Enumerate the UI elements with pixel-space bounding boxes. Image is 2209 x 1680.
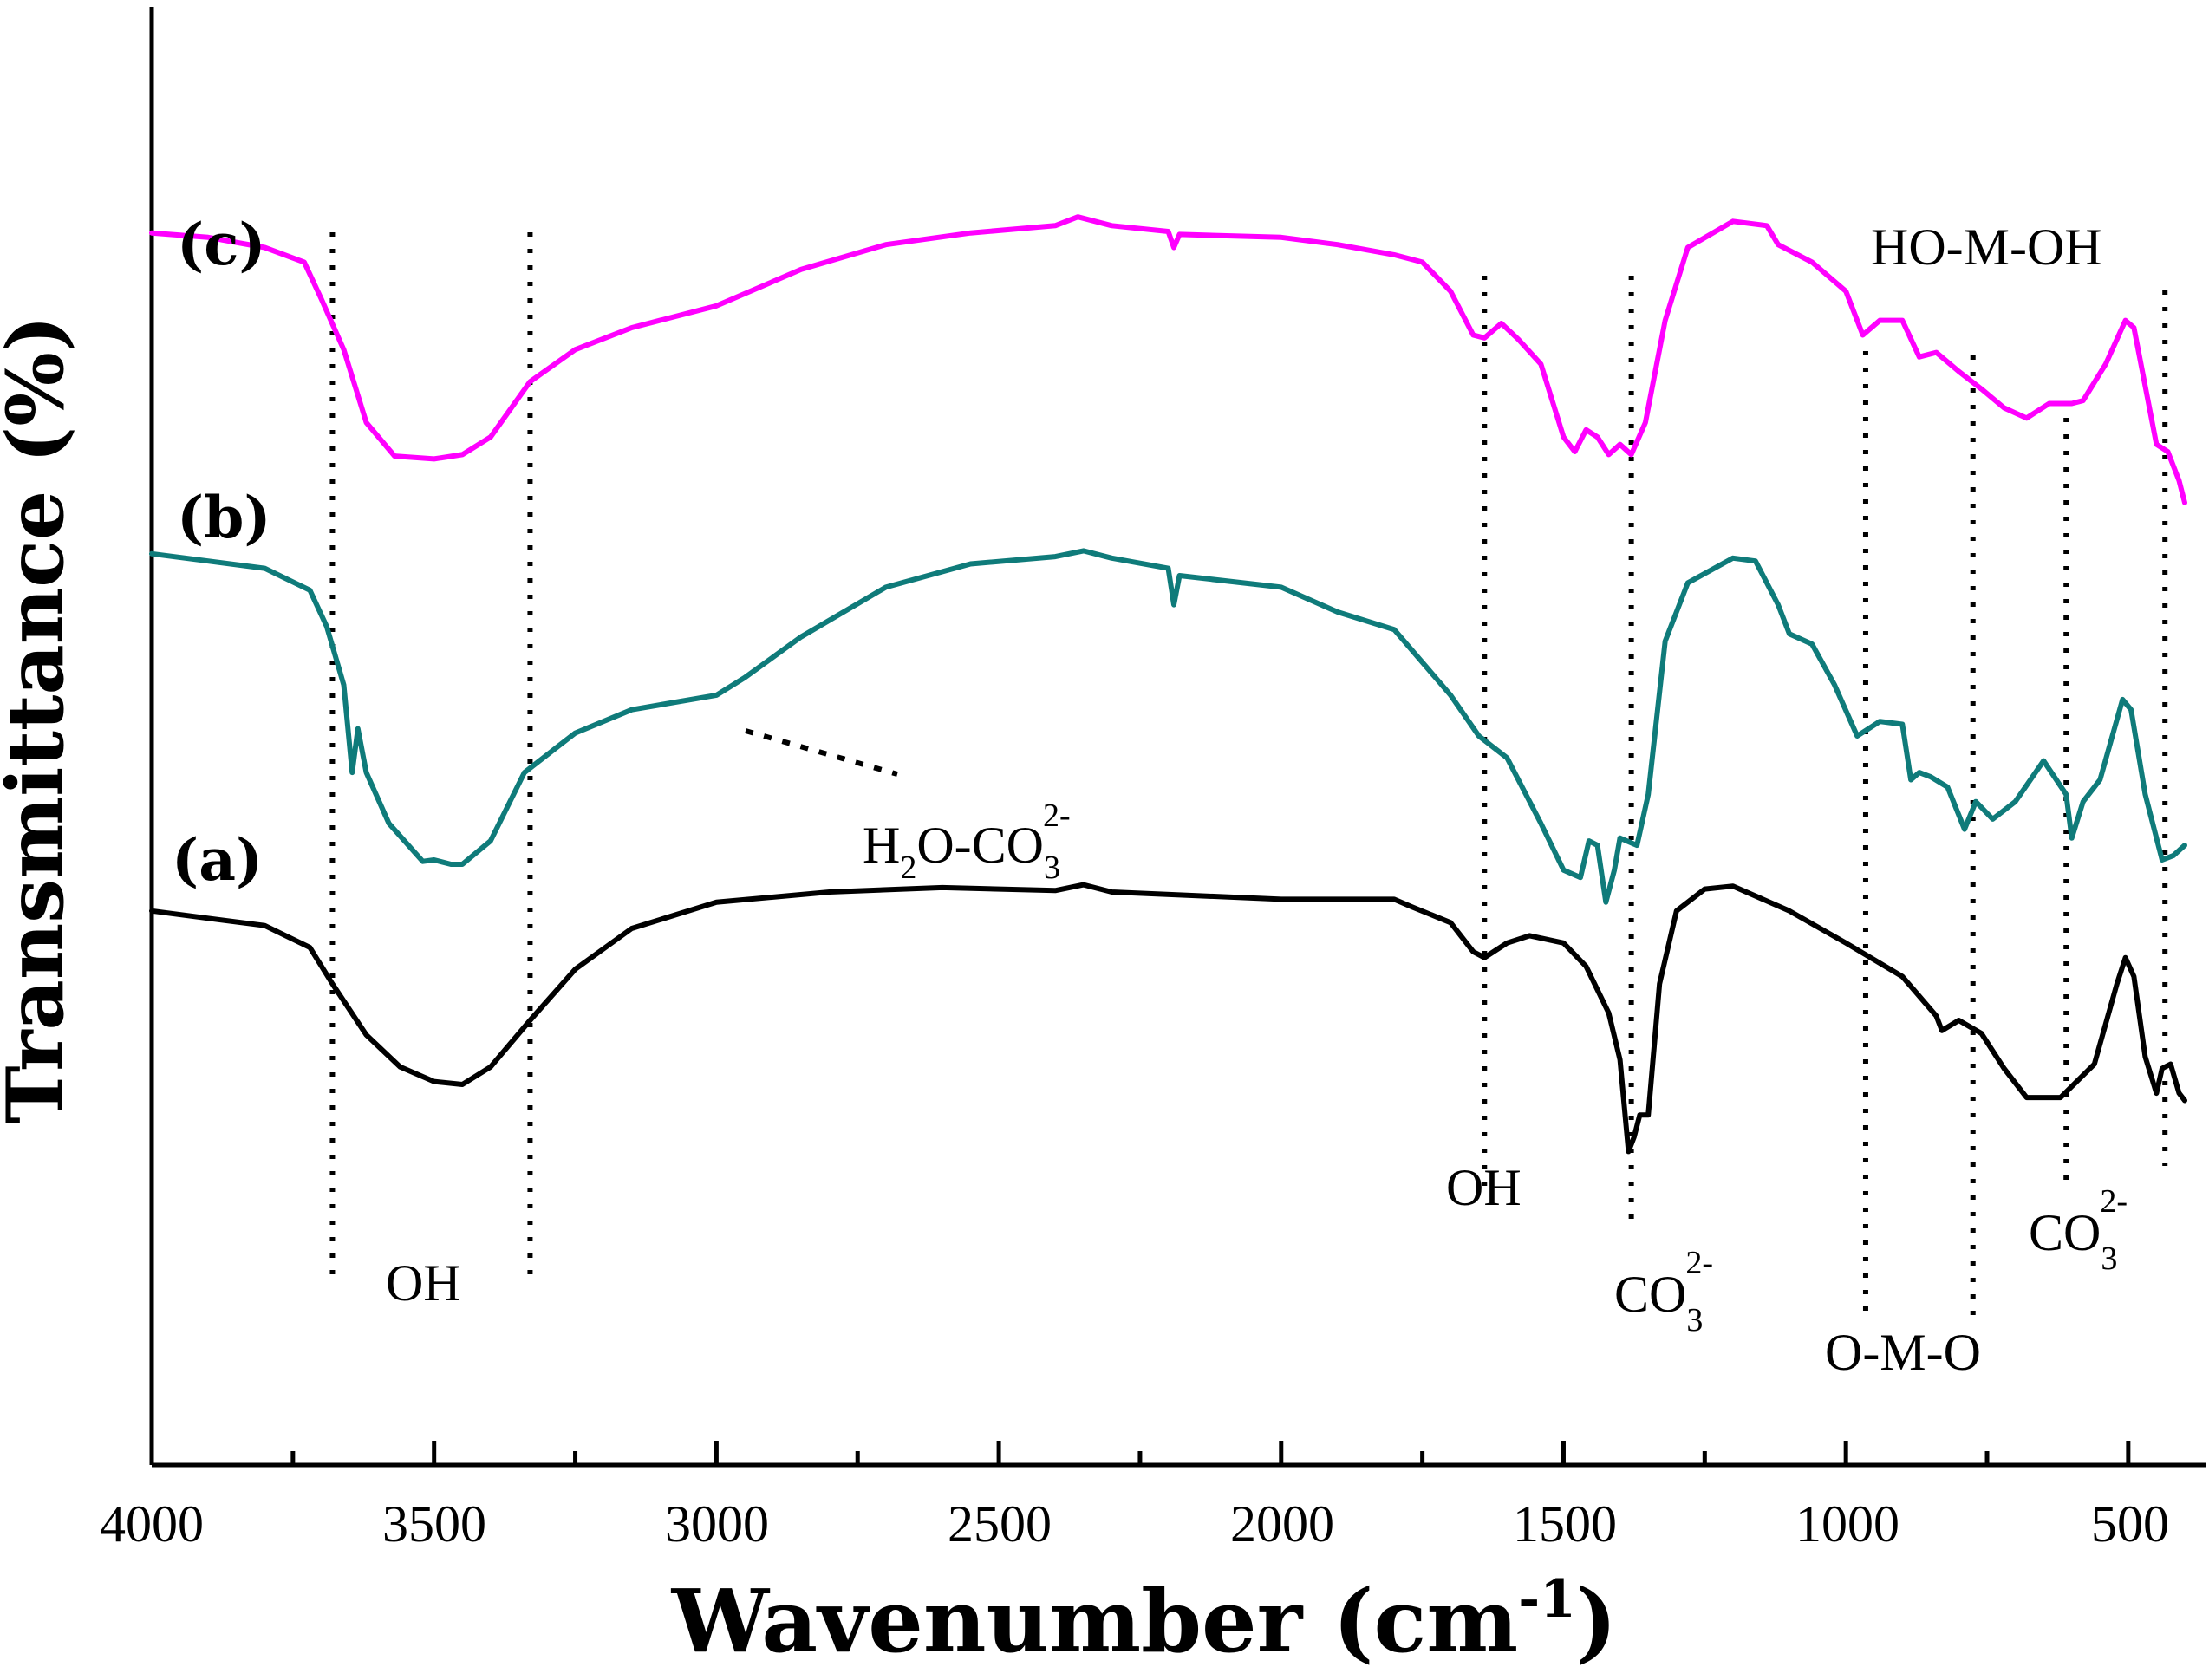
y-axis-title: Transmittance (%)	[0, 316, 81, 1124]
x-tick-label: 500	[2091, 1495, 2169, 1553]
annotation-h2o-carbonate: H2O-CO32-	[863, 798, 1071, 886]
band-marker-lines	[329, 232, 2168, 1322]
annotation-carbonate-610: CO32-	[2029, 1183, 2128, 1277]
x-tick-label: 3500	[382, 1495, 486, 1553]
h2o-carbonate-leader-line	[745, 728, 898, 777]
x-tick-label: 2000	[1230, 1495, 1334, 1553]
annotation-o-m-o: O-M-O	[1825, 1324, 1981, 1381]
series-line-b	[149, 548, 2187, 905]
series-label-a: (a)	[172, 826, 263, 894]
series-line-c	[149, 214, 2187, 505]
x-tick-labels: 4000 3500 3000 2500 2000 1500 1000 500	[100, 1495, 2169, 1553]
x-tick-label: 1500	[1513, 1495, 1617, 1553]
series-label-b: (b)	[177, 484, 271, 551]
annotation-ho-m-oh: HO-M-OH	[1871, 218, 2102, 276]
annotation-oh-mid: OH	[1446, 1159, 1522, 1216]
x-tick-label: 1000	[1795, 1495, 1899, 1553]
series-label-c: (c)	[177, 211, 266, 278]
x-tick-label: 2500	[948, 1495, 1052, 1553]
series-line-a	[149, 882, 2187, 1155]
x-axis-title: Wavenumber (cm-1)	[671, 1569, 1617, 1672]
x-tick-label: 3000	[665, 1495, 769, 1553]
x-tick-label: 4000	[100, 1495, 204, 1553]
spectra	[149, 214, 2187, 1155]
annotation-carbonate-1380: CO32-	[1614, 1245, 1713, 1338]
x-ticks	[149, 1441, 2131, 1465]
annotation-oh-left: OH	[386, 1254, 461, 1312]
